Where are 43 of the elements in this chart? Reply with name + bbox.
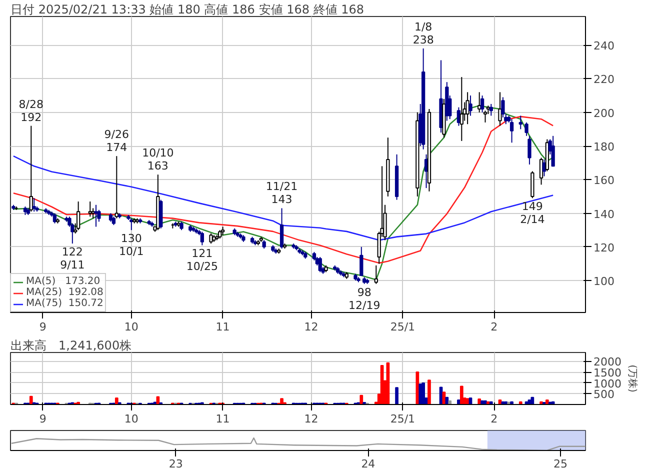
y-tick-label: 180 <box>594 140 614 154</box>
y-tick-label: 120 <box>594 241 614 254</box>
chart-title: 出来高 1,241,600株 <box>10 338 132 352</box>
y-tick-label: 500 <box>594 388 614 402</box>
y-tick-label: 140 <box>594 208 614 221</box>
annotation: 130 10/1 <box>119 232 144 258</box>
y-tick-label: 160 <box>594 174 614 188</box>
x-tick-label: 10 <box>124 320 138 334</box>
legend-label: MA(75) 150.72 <box>26 298 104 309</box>
x-tick-label: 25 <box>554 458 568 470</box>
y-tick-label: 100 <box>594 275 614 288</box>
x-tick-label: 2 <box>490 320 498 334</box>
chart-title: 日付 2025/02/21 13:33 始値 180 高値 186 安値 168 終値 168 <box>10 2 364 16</box>
x-tick-label: 11 <box>216 412 230 426</box>
y-tick-label: 220 <box>594 73 614 86</box>
annotation: 1/8 238 <box>412 20 434 46</box>
x-tick-label: 9 <box>39 412 46 426</box>
x-tick-label: 12 <box>304 320 318 334</box>
y-tick-label: 240 <box>594 40 614 53</box>
annotation: 11/21 143 <box>266 180 298 206</box>
y-axis-title: (万株) <box>626 364 638 392</box>
y-tick-label: 1000 <box>594 377 622 390</box>
x-tick-label: 9 <box>39 320 46 334</box>
x-tick-label: 24 <box>361 458 376 470</box>
x-tick-label: 11 <box>216 320 230 334</box>
annotation: 10/10 163 <box>142 146 174 173</box>
y-tick-label: 2000 <box>594 356 622 369</box>
x-tick-label: 25/1 <box>390 412 416 426</box>
annotation: 121 10/25 <box>186 247 218 274</box>
annotation: 8/28 192 <box>18 98 44 124</box>
x-tick-label: 12 <box>304 412 318 426</box>
annotation: 149 2/14 <box>520 200 545 226</box>
annotation: 122 9/11 <box>60 246 85 272</box>
y-tick-label: 200 <box>594 106 614 120</box>
legend-label: MA(25) 192.08 <box>26 287 104 298</box>
x-tick-label: 2 <box>490 412 498 426</box>
legend-label: MA(5) 173.20 <box>26 276 100 287</box>
x-tick-label: 10 <box>124 412 138 426</box>
annotation: 98 12/19 <box>348 286 380 312</box>
x-tick-label: 23 <box>168 458 183 470</box>
x-tick-label: 25/1 <box>390 320 416 334</box>
annotation: 9/26 174 <box>104 128 130 154</box>
y-tick-label: 1500 <box>594 366 622 380</box>
